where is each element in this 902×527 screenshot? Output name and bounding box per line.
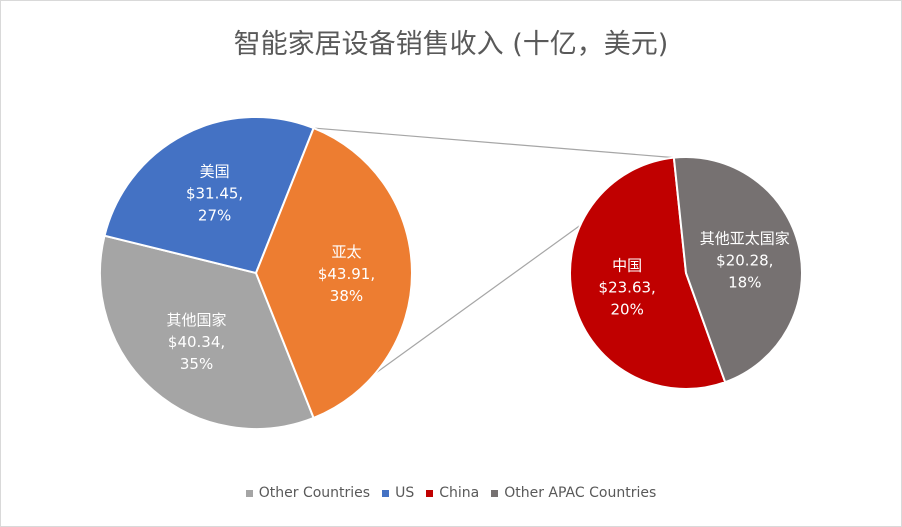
sub-pie-label-1-line-1: $20.28, <box>716 252 773 270</box>
main-pie-label-0-line-0: 其他国家 <box>167 311 227 329</box>
legend-label-other-countries: Other Countries <box>258 485 371 501</box>
legend-label-china: China <box>439 485 480 501</box>
main-pie-label-2-line-2: 38% <box>330 287 363 305</box>
sub-pie-slice-1 <box>672 156 803 384</box>
sub-pie-slice-0 <box>569 156 727 390</box>
chart-title: 智能家居设备销售收入 (十亿，美元) <box>233 29 669 60</box>
sub-pie-label-1-line-0: 其他亚太国家 <box>700 230 790 248</box>
legend-item-other-countries: Other Countries <box>245 485 371 501</box>
legend-item-us: US <box>382 485 414 501</box>
main-pie-slice-1 <box>103 116 315 275</box>
connector-line-top <box>313 127 674 159</box>
legend-swatch-other-apac-countries <box>491 489 499 497</box>
main-pie-label-1-line-2: 27% <box>198 207 231 225</box>
chart-legend: Other Countries US China Other APAC Countri… <box>0 485 902 501</box>
legend-item-china: China <box>426 485 479 501</box>
sub-pie-label-1-line-2: 18% <box>728 274 761 292</box>
main-pie-label-2-line-0: 亚太 <box>331 243 361 261</box>
legend-label-other-apac-countries: Other APAC Countries <box>504 485 657 501</box>
legend-swatch-other-countries <box>245 489 253 497</box>
legend-label-us: US <box>395 485 415 501</box>
sub-pie-label-0-line-2: 20% <box>611 300 644 318</box>
main-pie-label-1-line-1: $31.45, <box>186 185 243 203</box>
sub-pie-label-0-line-0: 中国 <box>612 256 642 274</box>
legend-swatch-china <box>426 489 434 497</box>
main-pie-label-2-line-1: $43.91, <box>318 265 375 283</box>
main-pie-label-1-line-0: 美国 <box>200 163 230 181</box>
main-pie-label-0-line-2: 35% <box>180 355 213 373</box>
sub-pie-label-0-line-1: $23.63, <box>599 278 656 296</box>
main-pie-slice-2 <box>254 126 414 420</box>
legend-item-other-apac-countries: Other APAC Countries <box>491 485 656 501</box>
legend-swatch-us <box>382 489 390 497</box>
main-pie-label-0-line-1: $40.34, <box>168 333 225 351</box>
